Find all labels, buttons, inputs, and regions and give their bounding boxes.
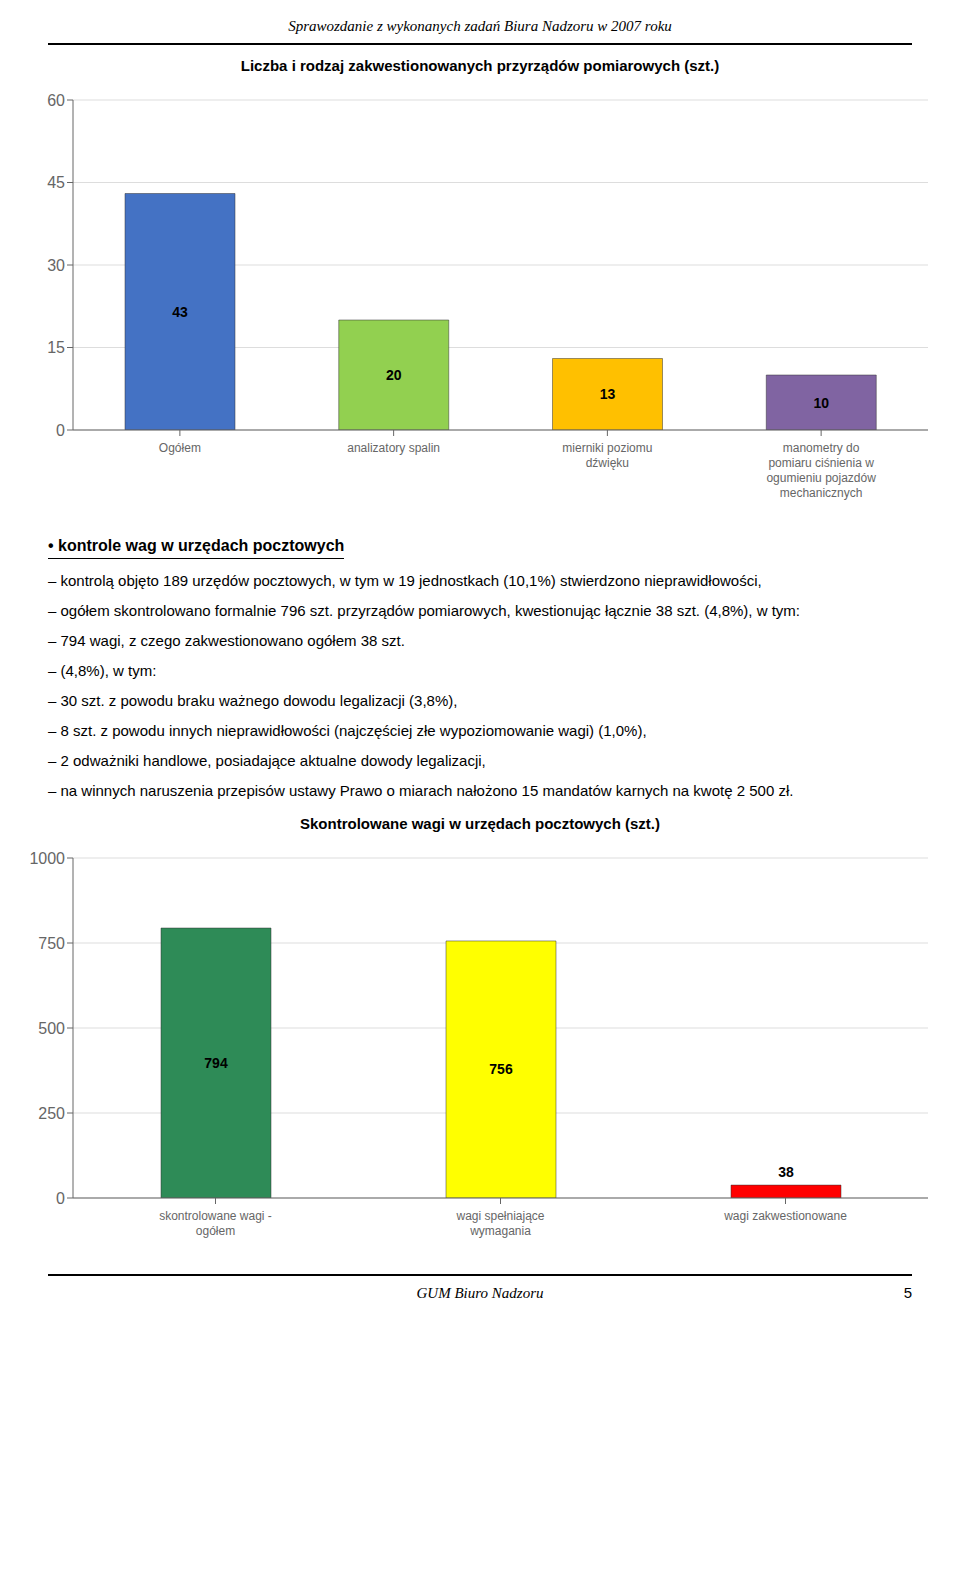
html-text:5: 5 <box>903 1284 912 1301</box>
html-text:– 794 wagi, z czego zakwestion: – 794 wagi, z czego zakwestionowano ogół… <box>48 632 405 649</box>
html-text:GUM Biuro Nadzoru: GUM Biuro Nadzoru <box>416 1285 544 1301</box>
svg-text:30: 30 <box>47 257 65 274</box>
svg-text:manometry dopomiaru ciśnienia: manometry dopomiaru ciśnienia wogumieniu… <box>766 441 876 500</box>
html-text:– 8 szt. z powodu innych niepr: – 8 szt. z powodu innych nieprawidłowośc… <box>48 722 647 739</box>
svg-text:1000: 1000 <box>29 850 65 867</box>
svg-text:analizatory spalin: analizatory spalin <box>347 441 440 455</box>
svg-text:wagi spełniającewymagania: wagi spełniającewymagania <box>455 1209 544 1238</box>
svg-text:Ogółem: Ogółem <box>159 441 201 455</box>
html-text:– ogółem skontrolowano formaln: – ogółem skontrolowano formalnie 796 szt… <box>48 602 800 619</box>
svg-text:0: 0 <box>56 422 65 439</box>
svg-text:45: 45 <box>47 174 65 191</box>
svg-text:skontrolowane wagi -ogółem: skontrolowane wagi -ogółem <box>159 1209 272 1238</box>
svg-text:794: 794 <box>204 1055 228 1071</box>
svg-text:15: 15 <box>47 339 65 356</box>
svg-text:10: 10 <box>813 395 829 411</box>
html-text:– na winnych naruszenia przepi: – na winnych naruszenia przepisów ustawy… <box>48 782 794 799</box>
svg-text:250: 250 <box>38 1105 65 1122</box>
html-text:Sprawozdanie z wykonanych zada: Sprawozdanie z wykonanych zadań Biura Na… <box>288 18 672 34</box>
svg-text:500: 500 <box>38 1020 65 1037</box>
html-text:Liczba i rodzaj zakwestionowan: Liczba i rodzaj zakwestionowanych przyrz… <box>240 57 720 74</box>
svg-text:750: 750 <box>38 935 65 952</box>
html-text:– (4,8%), w tym:: – (4,8%), w tym: <box>48 662 157 679</box>
html-text:– 2 odważniki handlowe, posiad: – 2 odważniki handlowe, posiadające aktu… <box>48 752 486 769</box>
svg-text:mierniki poziomudźwięku: mierniki poziomudźwięku <box>562 441 652 470</box>
html-text:– kontrolą objęto 189 urzędów: – kontrolą objęto 189 urzędów pocztowych… <box>48 572 762 589</box>
svg-text:756: 756 <box>489 1061 513 1077</box>
svg-text:0: 0 <box>56 1190 65 1207</box>
svg-text:20: 20 <box>386 367 402 383</box>
svg-text:wagi zakwestionowane: wagi zakwestionowane <box>723 1209 847 1223</box>
html-text:• kontrole wag w urzędach pocz: • kontrole wag w urzędach pocztowych <box>48 537 345 554</box>
svg-text:13: 13 <box>600 386 616 402</box>
html-text:– 30 szt. z powodu braku ważne: – 30 szt. z powodu braku ważnego dowodu … <box>48 692 458 709</box>
svg-text:43: 43 <box>172 304 188 320</box>
svg-text:38: 38 <box>778 1164 794 1180</box>
html-text:Skontrolowane wagi w urzędach: Skontrolowane wagi w urzędach pocztowych… <box>300 815 660 832</box>
svg-text:60: 60 <box>47 92 65 109</box>
